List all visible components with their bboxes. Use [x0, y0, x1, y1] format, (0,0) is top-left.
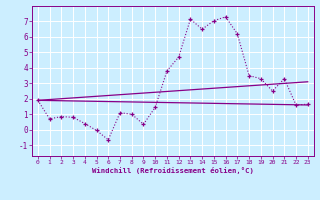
X-axis label: Windchill (Refroidissement éolien,°C): Windchill (Refroidissement éolien,°C) [92, 167, 254, 174]
